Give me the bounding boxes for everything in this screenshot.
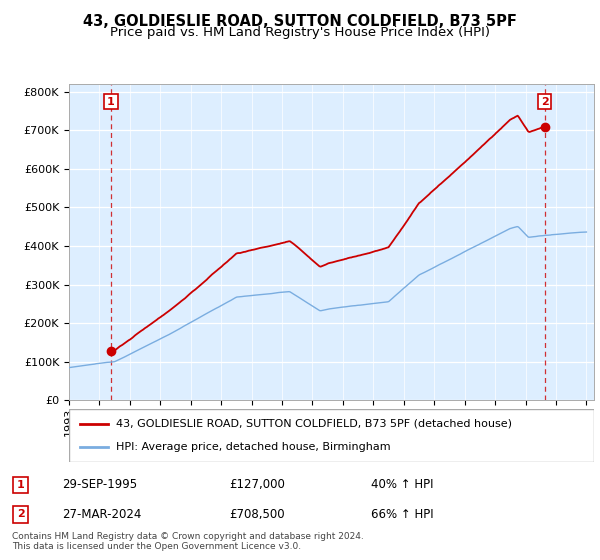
Text: HPI: Average price, detached house, Birmingham: HPI: Average price, detached house, Birm…: [116, 442, 391, 452]
Text: Price paid vs. HM Land Registry's House Price Index (HPI): Price paid vs. HM Land Registry's House …: [110, 26, 490, 39]
FancyBboxPatch shape: [69, 409, 594, 462]
Text: £708,500: £708,500: [229, 508, 285, 521]
Text: 27-MAR-2024: 27-MAR-2024: [62, 508, 141, 521]
Text: 29-SEP-1995: 29-SEP-1995: [62, 478, 137, 492]
Text: 2: 2: [17, 510, 25, 520]
Text: 43, GOLDIESLIE ROAD, SUTTON COLDFIELD, B73 5PF: 43, GOLDIESLIE ROAD, SUTTON COLDFIELD, B…: [83, 14, 517, 29]
Text: 43, GOLDIESLIE ROAD, SUTTON COLDFIELD, B73 5PF (detached house): 43, GOLDIESLIE ROAD, SUTTON COLDFIELD, B…: [116, 419, 512, 429]
Text: 66% ↑ HPI: 66% ↑ HPI: [371, 508, 433, 521]
Text: £127,000: £127,000: [229, 478, 286, 492]
Text: 1: 1: [107, 97, 115, 106]
Text: Contains HM Land Registry data © Crown copyright and database right 2024.
This d: Contains HM Land Registry data © Crown c…: [12, 531, 364, 551]
Text: 1: 1: [17, 480, 25, 490]
Text: 2: 2: [541, 97, 548, 106]
Text: 40% ↑ HPI: 40% ↑ HPI: [371, 478, 433, 492]
